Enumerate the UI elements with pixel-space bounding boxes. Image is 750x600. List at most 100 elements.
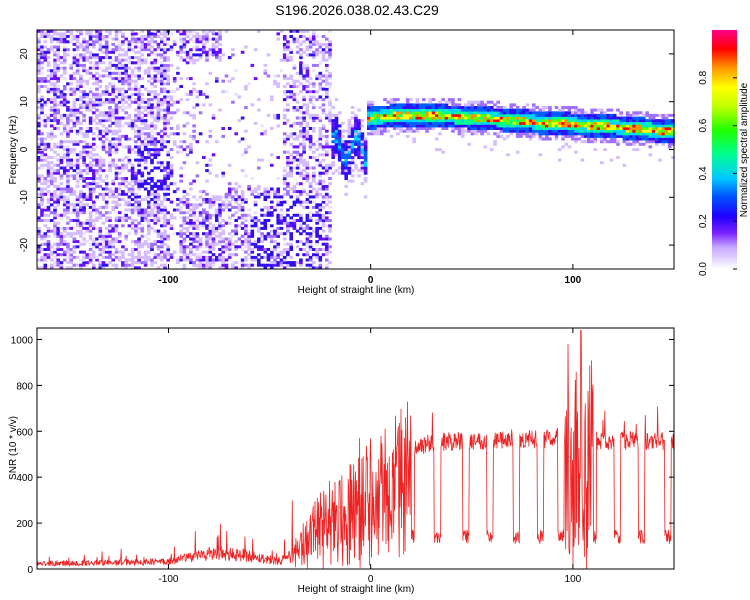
heatmap-cell <box>92 174 96 178</box>
heatmap-cell <box>596 129 601 133</box>
heatmap-cell <box>396 119 400 123</box>
heatmap-cell <box>218 248 222 251</box>
heatmap-cell <box>101 45 106 49</box>
heatmap-cell <box>441 119 445 123</box>
heatmap-cell <box>490 106 494 109</box>
heatmap-cell <box>273 234 277 238</box>
heatmap-cell <box>79 56 83 60</box>
heatmap-cell <box>587 134 591 138</box>
heatmap-cell <box>49 119 54 123</box>
heatmap-cell <box>140 216 145 220</box>
heatmap-cell <box>176 261 180 265</box>
heatmap-cell <box>470 129 475 133</box>
y-tick-label: -10 <box>19 190 30 205</box>
heatmap-cell <box>147 190 151 194</box>
heatmap-cell <box>609 134 614 138</box>
heatmap-cell <box>325 263 329 267</box>
heatmap-cell <box>350 124 355 128</box>
heatmap-cell <box>266 253 271 257</box>
heatmap-cell <box>548 108 552 112</box>
heatmap-cell <box>46 87 51 91</box>
heatmap-cell <box>202 32 206 36</box>
heatmap-cell <box>315 203 319 207</box>
heatmap-cell <box>325 242 329 246</box>
heatmap-cell <box>69 266 73 270</box>
heatmap-cell <box>276 255 280 259</box>
heatmap-cell <box>467 119 471 123</box>
heatmap-cell <box>40 142 44 146</box>
heatmap-cell <box>435 103 439 107</box>
heatmap-cell <box>415 116 420 120</box>
heatmap-cell <box>124 63 128 67</box>
heatmap-cell <box>182 50 187 54</box>
heatmap-cell <box>467 127 471 130</box>
heatmap-cell <box>147 153 151 157</box>
heatmap-cell <box>658 140 662 144</box>
heatmap-cell <box>299 169 303 173</box>
heatmap-cell <box>153 150 158 154</box>
heatmap-cell <box>40 158 44 162</box>
heatmap-cell <box>328 113 332 117</box>
heatmap-cell <box>124 261 128 265</box>
heatmap-cell <box>72 211 77 215</box>
heatmap-cell <box>85 71 90 75</box>
heatmap-cell <box>328 145 332 149</box>
heatmap-cell <box>312 145 316 149</box>
heatmap-cell <box>49 161 54 165</box>
heatmap-cell <box>418 127 423 130</box>
heatmap-cell <box>43 119 48 123</box>
heatmap-cell <box>143 45 148 49</box>
heatmap-cell <box>43 145 48 149</box>
heatmap-cell <box>606 140 611 144</box>
heatmap-cell <box>59 261 64 265</box>
heatmap-cell <box>56 103 60 107</box>
heatmap-cell <box>134 266 138 270</box>
heatmap-cell <box>101 240 106 244</box>
heatmap-cell <box>454 121 458 125</box>
heatmap-cell <box>616 142 620 146</box>
heatmap-cell <box>574 129 578 133</box>
heatmap-cell <box>172 42 177 46</box>
heatmap-cell <box>127 208 132 212</box>
heatmap-cell <box>82 258 86 262</box>
y-tick-label: -20 <box>19 237 30 252</box>
heatmap-cell <box>72 150 77 154</box>
heatmap-cell <box>40 163 44 167</box>
heatmap-cell <box>117 240 122 244</box>
heatmap-cell <box>282 108 287 112</box>
heatmap-cell <box>428 127 433 130</box>
heatmap-cell <box>215 140 219 144</box>
heatmap-cell <box>137 56 141 60</box>
heatmap-cell <box>321 87 326 91</box>
heatmap-cell <box>150 45 154 49</box>
heatmap-cell <box>85 229 90 233</box>
heatmap-cell <box>286 261 290 265</box>
heatmap-cell <box>590 124 594 128</box>
heatmap-cell <box>312 50 316 54</box>
heatmap-cell <box>532 113 536 117</box>
heatmap-cell <box>75 40 80 44</box>
heatmap-cell <box>179 250 183 254</box>
heatmap-cell <box>198 92 203 96</box>
heatmap-cell <box>182 221 187 225</box>
heatmap-cell <box>117 48 122 52</box>
heatmap-cell <box>567 132 572 136</box>
heatmap-cell <box>56 253 60 257</box>
heatmap-cell <box>40 108 44 112</box>
heatmap-cell <box>328 29 332 33</box>
heatmap-cell <box>130 121 135 125</box>
heatmap-cell <box>75 224 80 228</box>
heatmap-cell <box>189 224 193 228</box>
heatmap-cell <box>561 137 565 141</box>
heatmap-cell <box>600 121 604 125</box>
heatmap-cell <box>85 108 90 112</box>
heatmap-cell <box>62 250 67 254</box>
heatmap-cell <box>92 187 96 191</box>
heatmap-cell <box>237 205 242 209</box>
heatmap-cell <box>153 79 158 83</box>
heatmap-cell <box>37 203 41 207</box>
heatmap-cell <box>75 195 80 199</box>
heatmap-cell <box>108 232 112 236</box>
heatmap-cell <box>88 237 93 241</box>
heatmap-cell <box>124 184 128 188</box>
